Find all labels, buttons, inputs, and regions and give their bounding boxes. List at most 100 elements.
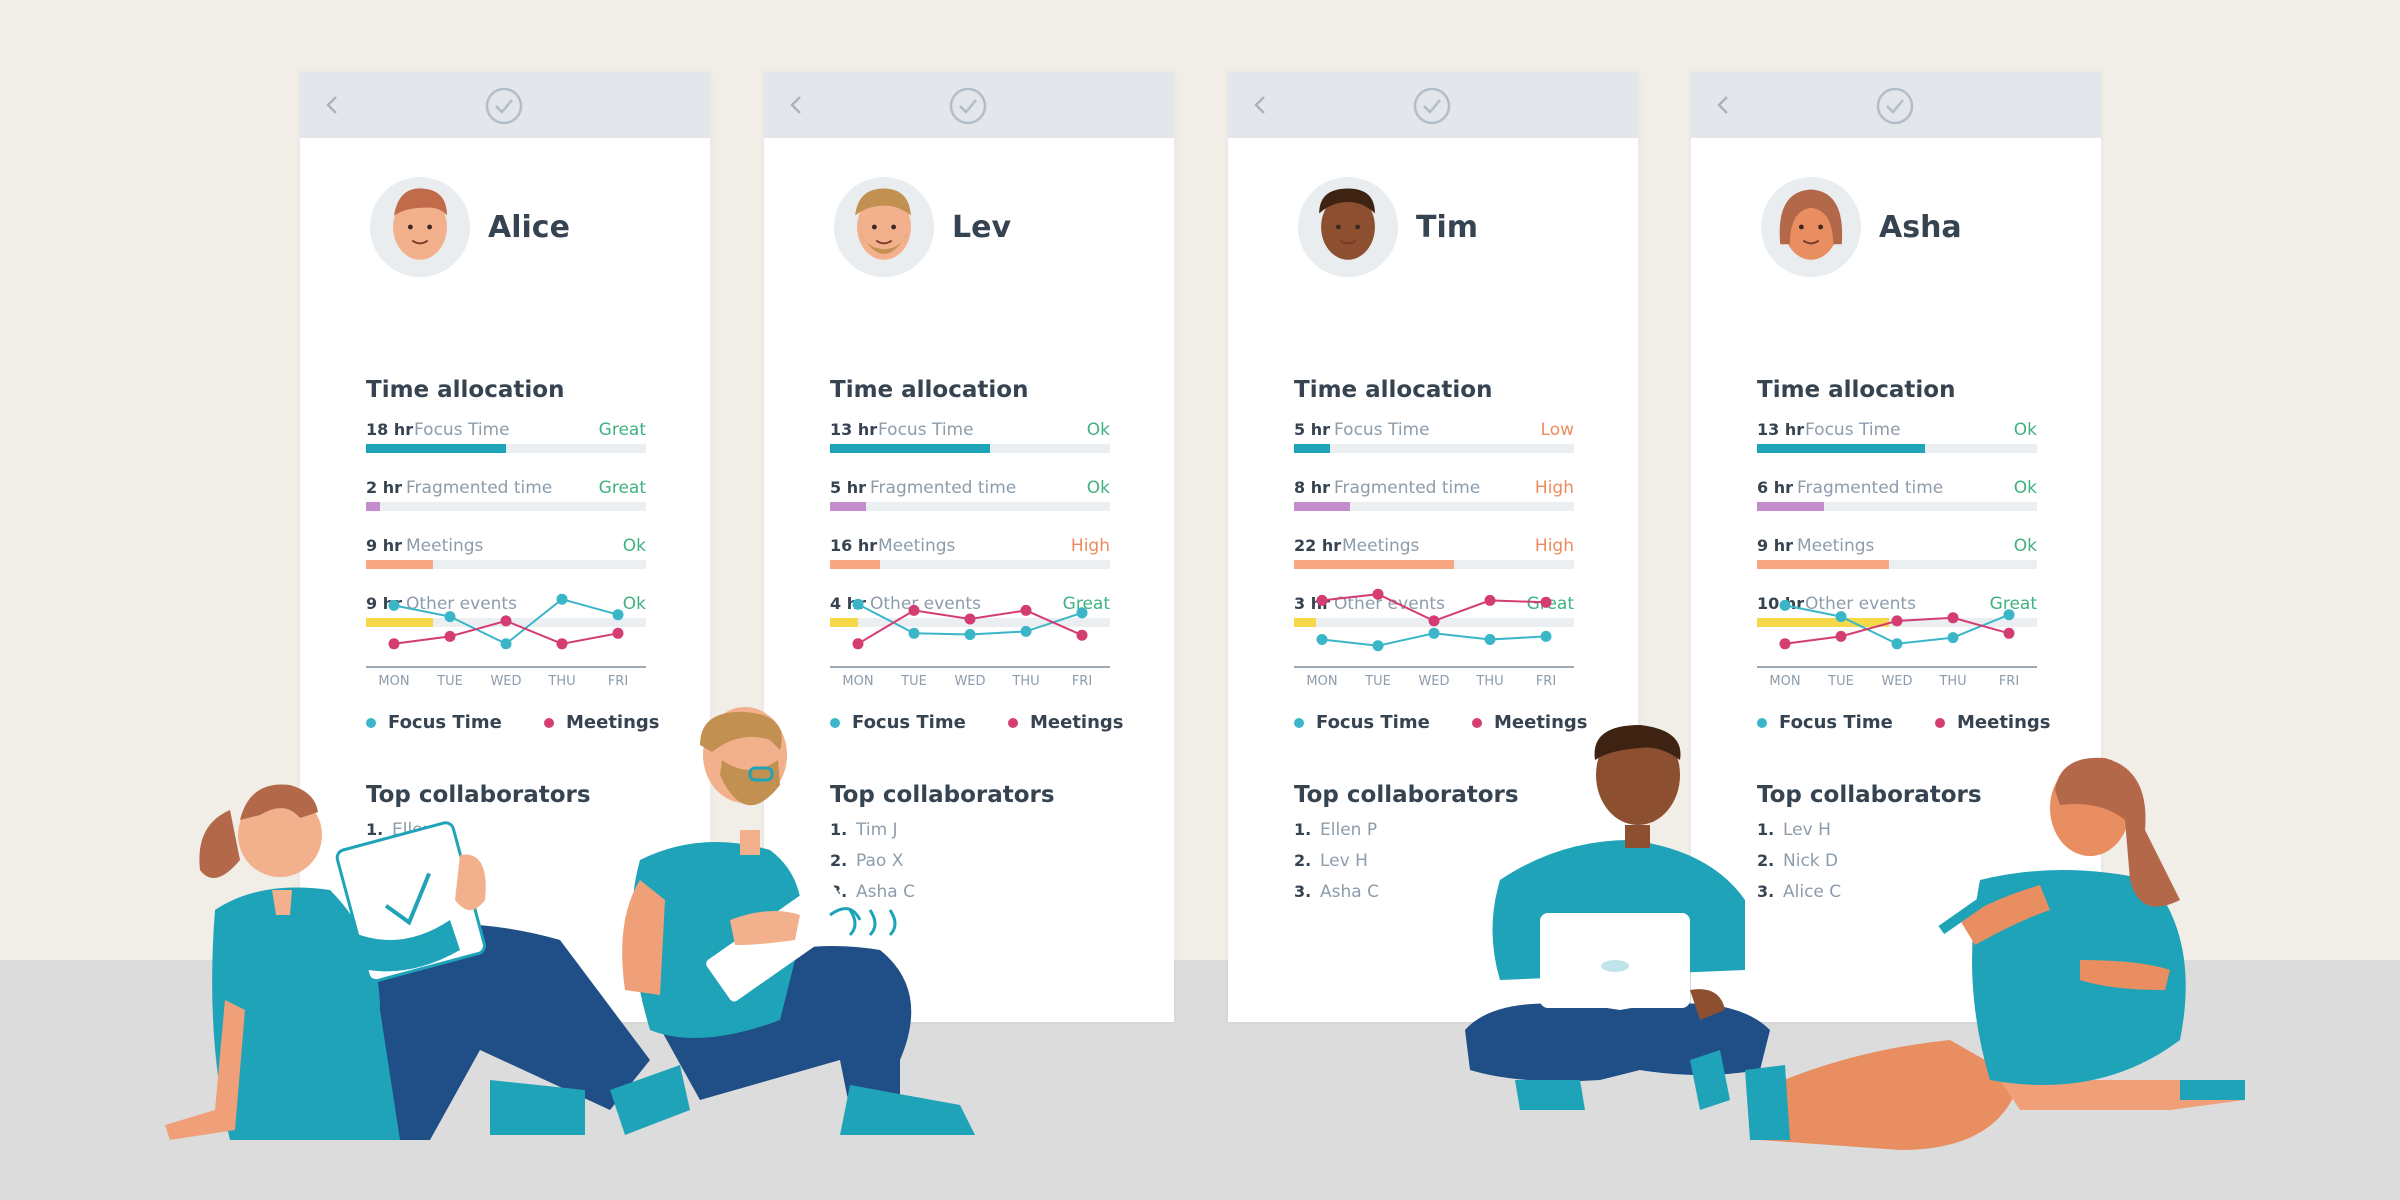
day-tick-label: WED [490,674,521,687]
legend-meetings: Meetings [1472,712,1588,733]
meetings-point [1484,594,1496,606]
metric-rating: Ok [2013,478,2037,498]
focus-time-point [1076,607,1088,619]
metric-rating: Ok [2013,420,2037,440]
metric-hours: 22 hr [1294,536,1342,555]
collaborator-item[interactable]: 1. Ellen P [1294,820,1379,851]
metric-hours: 18 hr [366,420,414,439]
meetings-point [964,613,976,625]
metric-bar-track [830,502,1110,511]
metric-bar-fill [830,560,880,569]
metric-hours: 8 hr [1294,478,1330,497]
metric-bar-fill [1757,444,1925,453]
metric-hours: 5 hr [1294,420,1330,439]
metric-label: Focus Time [414,420,510,440]
check-circle-icon[interactable] [1412,86,1452,126]
profile-card-lev: Lev Time allocation 13 hr Focus Time Ok … [764,72,1174,1022]
metric-rating: Ok [622,536,646,556]
person-name: Asha [1879,209,1962,245]
meetings-point [1891,615,1903,627]
metric-rating: Ok [1086,420,1110,440]
metric-label: Focus Time [1334,420,1430,440]
avatar [370,177,470,277]
check-circle-icon[interactable] [1875,86,1915,126]
metric-bar-track [830,444,1110,453]
collaborator-item[interactable]: 3. Alice C [1757,882,1841,913]
metric-row: 5 hr Focus Time Low [1294,420,1574,458]
time-allocation-heading: Time allocation [1294,377,1493,403]
metric-bar-track [366,444,646,453]
collaborators-list: 1. Lev H 2. Nick D 3. Alice C [1757,820,1841,913]
day-tick-label: THU [1475,674,1503,687]
metric-bar-fill [366,618,433,627]
focus-dot-icon [1294,717,1304,728]
time-allocation-heading: Time allocation [1757,377,1956,403]
chart-legend: Focus Time Meetings [1757,712,2051,736]
metric-bar-fill [1294,618,1316,627]
top-collaborators-heading: Top collaborators [366,782,591,808]
meetings-point [1020,604,1032,616]
chart-legend: Focus Time Meetings [1294,712,1588,736]
metric-bar-fill [366,560,433,569]
collaborator-item[interactable]: 1. Tim J [830,820,915,851]
collaborator-item[interactable]: 2. Pao X [830,851,915,882]
day-tick-label: FRI [1999,674,2019,687]
legend-meetings: Meetings [544,712,660,733]
meetings-point [1316,594,1328,606]
collaborator-item[interactable]: 2. Lev H [1294,851,1379,882]
focus-time-point [1891,638,1903,650]
legend-focus: Focus Time [1294,712,1430,733]
collaborator-item[interactable]: 1. Lev H [1757,820,1841,851]
legend-meetings: Meetings [1008,712,1124,733]
metric-rating: Great [1062,594,1110,614]
back-chevron-icon[interactable] [788,94,804,116]
check-circle-icon[interactable] [948,86,988,126]
collaborator-name: Lev H [1320,851,1368,871]
meetings-point [1835,630,1847,642]
collaborator-item[interactable]: 3. Asha C [1294,882,1379,913]
metric-hours: 6 hr [1757,478,1793,497]
collaborator-rank: 3. [830,882,848,901]
focus-time-point [1947,632,1959,644]
meetings-point [556,638,568,650]
metric-bar-track [366,502,646,511]
back-chevron-icon[interactable] [1252,94,1268,116]
metric-row: 2 hr Fragmented time Great [366,478,646,516]
focus-time-point [1484,634,1496,645]
collaborator-item[interactable]: 3. Asha C [830,882,915,913]
meetings-dot-icon [544,717,554,728]
collaborator-rank: 3. [1294,882,1312,901]
collaborator-item[interactable]: 2. Nick D [1757,851,1841,882]
card-header [1691,72,2101,138]
metric-row: 18 hr Focus Time Great [366,420,646,458]
metric-bar-fill [1757,502,1824,511]
person-name: Alice [488,209,570,245]
profile-header: Lev [834,177,1011,277]
check-circle-icon[interactable] [484,86,524,126]
meetings-point [444,630,456,642]
collaborators-list: 1. Ellen P 2. Lev H 3. Asha C [1294,820,1379,913]
metric-bar-fill [1294,560,1454,569]
collaborator-rank: 1. [1757,820,1775,839]
weekly-trend-chart: MON TUE WED THU FRI [1757,577,2037,689]
focus-time-point [964,629,976,640]
collaborator-rank: 1. [1294,820,1312,839]
focus-time-point [1428,627,1440,639]
day-tick-label: TUE [1364,674,1391,687]
focus-time-point [388,599,400,611]
legend-focus-label: Focus Time [852,712,966,733]
metric-rating: High [1534,536,1574,556]
back-chevron-icon[interactable] [324,94,340,116]
avatar [1761,177,1861,277]
day-tick-label: WED [954,674,985,687]
collaborator-rank: 2. [1294,851,1312,870]
metric-label: Fragmented time [1797,478,1944,498]
metric-bar-fill [1294,444,1330,453]
collaborator-item[interactable]: 1. Ellen P [366,820,449,851]
meetings-point [1372,588,1384,600]
meetings-point [388,638,400,650]
metric-bar-track [1294,502,1574,511]
metric-bar-track [1294,444,1574,453]
back-chevron-icon[interactable] [1715,94,1731,116]
card-header [764,72,1174,138]
